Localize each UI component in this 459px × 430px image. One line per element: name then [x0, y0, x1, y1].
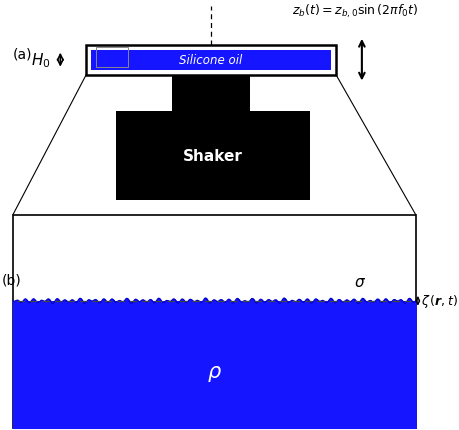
Bar [91, 51, 330, 71]
Text: $\rho$: $\rho$ [207, 363, 221, 383]
Text: $\zeta\,(\boldsymbol{r},t)$: $\zeta\,(\boldsymbol{r},t)$ [420, 293, 457, 310]
Text: $H_0$: $H_0$ [31, 51, 50, 70]
Text: (a): (a) [13, 47, 32, 61]
Bar [95, 48, 128, 68]
Bar [172, 76, 249, 112]
Bar [13, 215, 415, 428]
Text: (b): (b) [2, 273, 22, 287]
Bar [86, 46, 335, 76]
Text: Shaker: Shaker [183, 149, 243, 163]
Bar [116, 112, 309, 200]
Text: Silicone oil: Silicone oil [179, 54, 242, 67]
Text: $\sigma$: $\sigma$ [353, 274, 365, 289]
Bar [13, 301, 415, 428]
Text: $z_b(t) = z_{b,0} \sin\left(2\pi f_0 t\right)$: $z_b(t) = z_{b,0} \sin\left(2\pi f_0 t\r… [291, 3, 417, 20]
